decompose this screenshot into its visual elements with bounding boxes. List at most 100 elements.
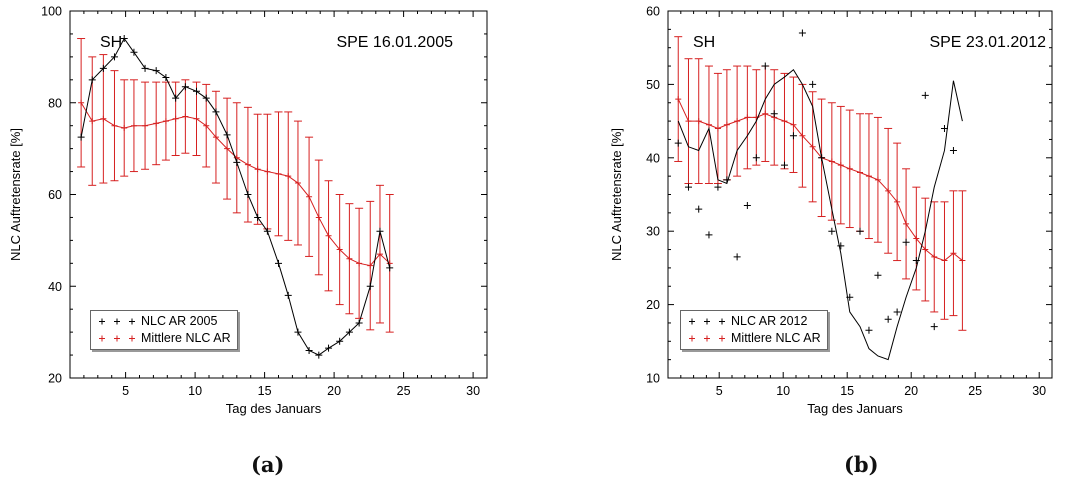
legend-label-red: Mittlere NLC AR	[731, 331, 821, 345]
mean-point	[142, 122, 149, 129]
chart-title: SPE 23.01.2012	[929, 34, 1046, 51]
mean-point	[941, 257, 948, 264]
x-tick-label: 30	[1032, 384, 1046, 398]
mean-point	[762, 110, 769, 117]
year-point	[345, 328, 353, 336]
year-point	[120, 35, 128, 43]
x-tick-label: 15	[258, 384, 272, 398]
mean-point	[78, 99, 85, 106]
y-tick-label: 40	[646, 151, 660, 165]
year-point	[110, 53, 118, 61]
mean-point	[885, 187, 892, 194]
chart-panel-a: 5 10 15 20 25 30 20 40 60 80 100 Tag des Januars NLC…	[0, 0, 532, 488]
year-point	[275, 259, 282, 267]
legend-label-red: Mittlere NLC AR	[141, 331, 231, 345]
mean-point	[275, 170, 282, 177]
year-point	[284, 291, 292, 299]
legend-label-black: NLC AR 2005	[141, 314, 218, 328]
year-point	[695, 205, 703, 213]
mean-point	[714, 125, 721, 132]
y-axis-label: NLC Auftretensrate [%]	[8, 128, 23, 261]
year-point	[828, 227, 836, 235]
mean-point	[244, 161, 251, 168]
year-point	[912, 257, 920, 265]
x-tick-label: 20	[904, 384, 918, 398]
y-tick-label: 30	[646, 225, 660, 239]
year-point	[780, 161, 788, 169]
mean-point	[356, 260, 363, 267]
mean-point	[367, 262, 374, 269]
y-tick-label: 20	[48, 372, 62, 386]
mean-point	[100, 115, 107, 122]
caption-b: (b)	[844, 452, 879, 477]
mean-point	[130, 122, 137, 129]
y-tick-label: 20	[646, 298, 660, 312]
mean-point	[306, 193, 313, 200]
y-tick-label: 10	[646, 372, 660, 386]
x-tick-label: 20	[327, 384, 341, 398]
x-tick-label: 5	[716, 384, 723, 398]
y-tick-label: 40	[48, 280, 62, 294]
mean-point	[894, 198, 901, 205]
mean-point	[675, 96, 682, 103]
year-point	[949, 146, 957, 154]
year-point	[723, 176, 731, 184]
mean-point	[874, 176, 881, 183]
mean-point	[111, 122, 118, 129]
mean-point	[203, 122, 210, 129]
year-point	[770, 110, 778, 118]
mean-series-line	[80, 102, 391, 267]
mean-point	[224, 145, 231, 152]
mean-point	[315, 214, 322, 221]
mean-point	[734, 118, 741, 125]
year-point	[263, 227, 271, 235]
legend-black-marker-icon	[97, 313, 141, 330]
year-point	[893, 308, 901, 316]
mean-point	[705, 121, 712, 128]
x-tick-label: 10	[776, 384, 790, 398]
year-point	[865, 326, 873, 334]
year-point	[88, 76, 96, 84]
year-point	[733, 253, 741, 261]
mean-point	[846, 165, 853, 172]
x-tick-label: 30	[466, 384, 480, 398]
mean-point	[294, 180, 301, 187]
year-point	[884, 315, 892, 323]
year-point	[714, 183, 722, 191]
legend-black-marker-icon	[687, 313, 731, 330]
mean-point	[172, 115, 179, 122]
year-point	[837, 242, 845, 250]
mean-point	[809, 143, 816, 150]
year-point	[336, 337, 344, 345]
mean-point	[723, 121, 730, 128]
y-tick-label: 80	[48, 96, 62, 110]
y-tick-label: 60	[48, 188, 62, 202]
year-point	[202, 94, 210, 102]
caption-a: (a)	[251, 452, 285, 477]
y-tick-label: 100	[41, 5, 62, 19]
year-point	[77, 133, 85, 141]
mean-point	[828, 158, 835, 165]
mean-point	[865, 173, 872, 180]
year-point	[921, 91, 929, 99]
hemisphere-label: SH	[100, 34, 122, 51]
year-point	[846, 293, 854, 301]
x-tick-label: 25	[968, 384, 982, 398]
mean-point	[685, 118, 692, 125]
year-point	[798, 29, 806, 37]
mean-point	[285, 173, 292, 180]
mean-point	[182, 113, 189, 120]
mean-point	[837, 162, 844, 169]
legend-item-black: NLC AR 2012	[687, 313, 821, 330]
legend-b: NLC AR 2012 Mittlere NLC AR	[680, 310, 828, 350]
mean-point	[89, 118, 96, 125]
year-point	[130, 48, 138, 56]
year-point	[818, 154, 826, 162]
mean-point	[153, 120, 160, 127]
year-point	[254, 213, 262, 221]
year-point	[325, 344, 333, 352]
year-point	[233, 158, 241, 166]
x-tick-label: 5	[122, 384, 129, 398]
year-point	[305, 346, 313, 354]
mean-point	[695, 118, 702, 125]
